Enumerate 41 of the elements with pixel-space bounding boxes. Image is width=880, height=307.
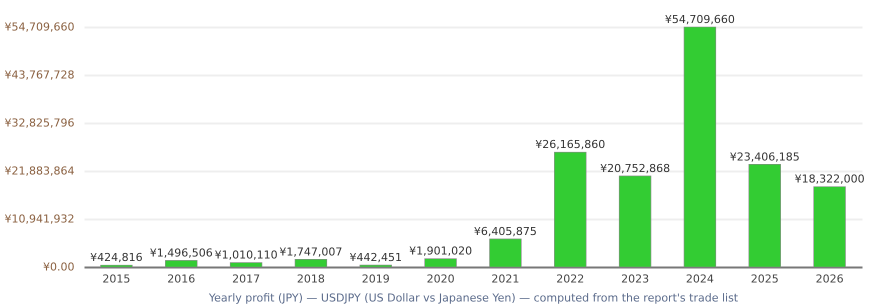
data-label: ¥18,322,000	[794, 172, 865, 186]
data-label: ¥20,752,868	[600, 162, 670, 175]
bar	[618, 176, 652, 268]
bar	[684, 26, 716, 268]
x-tick-label: 2024	[686, 272, 714, 286]
data-label: ¥1,010,110	[214, 248, 278, 262]
x-tick-label: 2022	[556, 272, 584, 286]
data-label: ¥1,747,007	[279, 245, 342, 258]
y-tick-label: ¥0.00	[43, 260, 74, 274]
data-label: ¥442,451	[350, 251, 402, 264]
bar	[294, 259, 328, 268]
data-label: ¥1,901,020	[409, 244, 472, 258]
bar	[813, 186, 846, 268]
bar	[424, 258, 457, 268]
bar	[489, 238, 522, 268]
data-label: ¥424,816	[90, 251, 143, 264]
y-tick-label: ¥43,767,728	[4, 68, 74, 82]
x-tick-label: 2019	[362, 272, 390, 286]
x-axis-title: Yearly profit (JPY) — USDJPY (US Dollar vs Japanese Yen) — computed from the report's trade list	[208, 292, 739, 304]
data-label: ¥54,709,660	[664, 13, 735, 26]
bar	[230, 262, 262, 268]
data-label: ¥23,406,185	[730, 150, 800, 164]
x-tick-label: 2023	[621, 272, 650, 286]
x-tick-label: 2020	[426, 272, 455, 286]
x-tick-label: 2025	[750, 272, 779, 286]
x-tick-label: 2016	[167, 272, 196, 286]
bar	[165, 260, 198, 268]
x-tick-label: 2021	[491, 272, 520, 286]
data-label: ¥26,165,860	[535, 138, 606, 152]
bar	[748, 164, 781, 268]
y-tick-label: ¥21,883,864	[4, 164, 74, 178]
bar	[554, 152, 586, 268]
y-tick-label: ¥32,825,796	[4, 116, 74, 130]
y-tick-label: ¥54,709,660	[4, 20, 74, 34]
x-tick-label: 2015	[102, 272, 130, 286]
x-tick-label: 2018	[296, 272, 325, 286]
x-tick-label: 2026	[816, 272, 844, 286]
x-tick-label: 2017	[232, 272, 260, 286]
y-tick-label: ¥10,941,932	[4, 212, 74, 226]
data-label: ¥1,496,506	[150, 246, 213, 260]
data-label: ¥6,405,875	[474, 224, 537, 238]
